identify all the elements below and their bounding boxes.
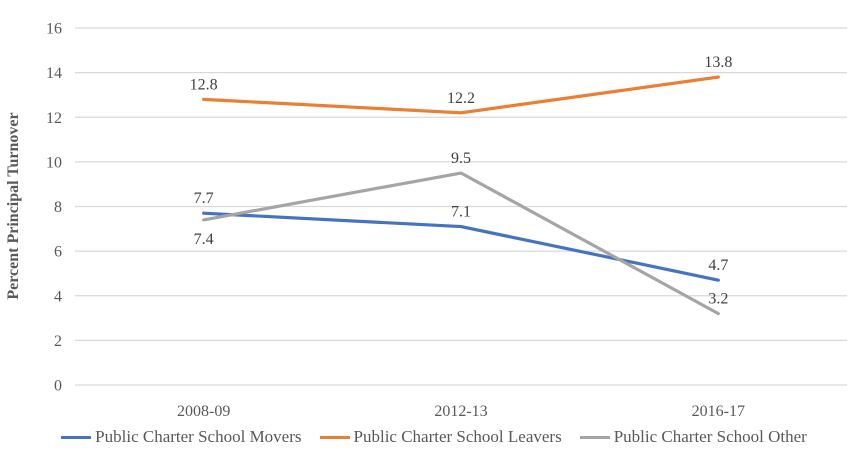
data-label: 9.5 (451, 150, 471, 167)
y-tick-label: 12 (46, 110, 62, 127)
y-axis-title: Percent Principal Turnover (5, 112, 22, 299)
legend-item: Public Charter School Movers (61, 427, 302, 447)
gridlines (75, 27, 847, 386)
legend-label: Public Charter School Other (613, 427, 807, 446)
y-tick-label: 2 (54, 333, 62, 350)
series-line (202, 211, 720, 282)
legend-item: Public Charter School Other (579, 427, 807, 447)
legend-line-marker (319, 435, 350, 439)
series-lines (202, 75, 720, 316)
x-tick-label: 2008-09 (177, 403, 230, 420)
series-line (202, 75, 720, 115)
legend-label: Public Charter School Movers (95, 427, 302, 446)
data-label: 12.2 (447, 90, 475, 107)
y-tick-label: 4 (54, 288, 62, 305)
x-axis-tick-labels: 2008-09 2012-13 2016-17 (177, 403, 745, 420)
y-tick-label: 16 (46, 21, 62, 38)
chart-legend: Public Charter School Movers Public Chart… (0, 427, 868, 447)
y-tick-label: 10 (46, 154, 62, 171)
legend-line-marker (579, 435, 610, 439)
data-label: 4.7 (708, 257, 728, 274)
legend-line-marker (61, 435, 92, 439)
series-line (202, 171, 720, 316)
y-tick-label: 14 (46, 65, 62, 82)
legend-item: Public Charter School Leavers (319, 427, 562, 447)
data-labels: 7.7 7.1 4.7 12.8 12.2 13.8 7.4 9.5 3.2 (190, 54, 733, 308)
data-label: 13.8 (704, 54, 732, 71)
data-label: 7.1 (451, 204, 471, 221)
y-tick-label: 0 (54, 378, 62, 395)
y-tick-label: 6 (54, 244, 62, 261)
legend-label: Public Charter School Leavers (353, 427, 562, 446)
x-tick-label: 2016-17 (692, 403, 745, 420)
data-label: 7.7 (194, 190, 214, 207)
data-label: 12.8 (190, 76, 218, 93)
data-label: 3.2 (708, 291, 728, 308)
x-tick-label: 2012-13 (434, 403, 487, 420)
y-tick-label: 8 (54, 199, 62, 216)
data-label: 7.4 (194, 231, 214, 248)
y-axis-tick-labels: 0 2 4 6 8 10 12 14 16 (46, 21, 62, 395)
